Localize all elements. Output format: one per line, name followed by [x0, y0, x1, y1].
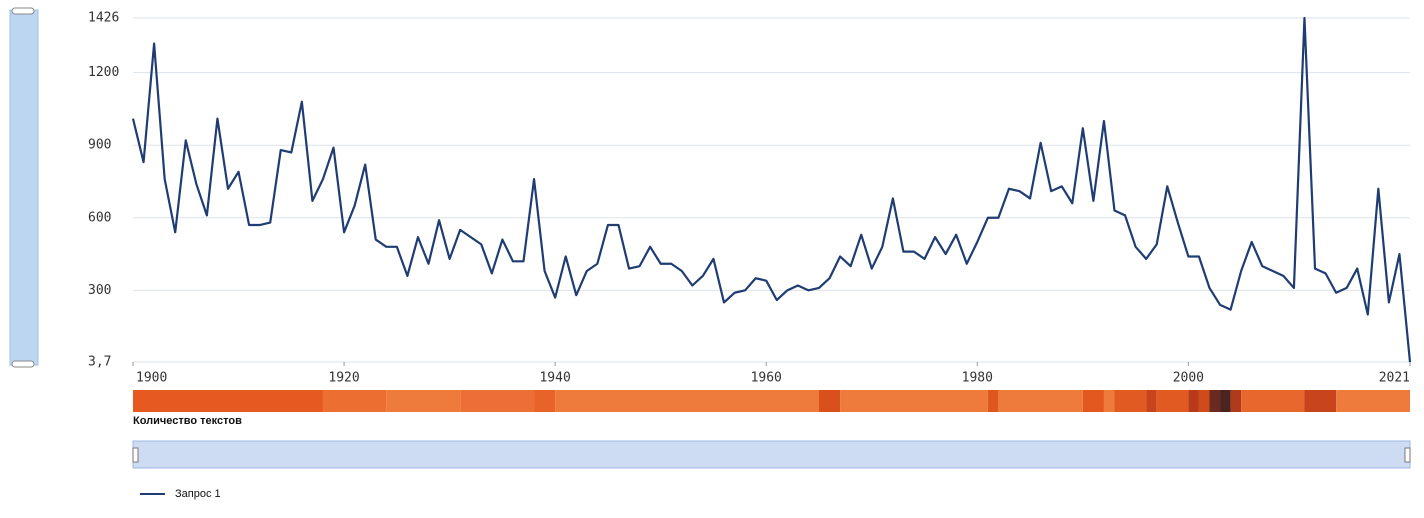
y-tick-label: 300: [88, 283, 111, 298]
heatmap-cell: [1241, 390, 1305, 412]
heatmap-cell: [998, 390, 1083, 412]
heatmap-cell: [1220, 390, 1231, 412]
heatmap-cell: [1103, 390, 1115, 412]
heatmap-cell: [133, 390, 323, 412]
scroll-handle[interactable]: [11, 7, 35, 15]
heatmap-cell: [840, 390, 988, 412]
navigator-handle[interactable]: [1404, 447, 1411, 463]
heatmap-cell: [534, 390, 556, 412]
heatmap-cell: [1156, 390, 1189, 412]
heatmap-cell: [1082, 390, 1104, 412]
heatmap-cell: [1188, 390, 1199, 412]
scroll-handle[interactable]: [11, 360, 35, 368]
x-tick-label: 2021: [1379, 371, 1410, 386]
x-tick-label: 2000: [1173, 371, 1204, 386]
x-tick-label: 1920: [328, 371, 359, 386]
heatmap-cell: [1336, 390, 1410, 412]
heatmap-cell: [987, 390, 999, 412]
plot: 3,7 300 600 900 1200 1426 1900 1920 1940 1960 1980…: [88, 11, 1412, 467]
y-tick-label: 600: [88, 210, 111, 225]
y-tick-label: 900: [88, 138, 111, 153]
heatmap-cell: [1114, 390, 1147, 412]
legend-label[interactable]: Запрос 1: [175, 488, 221, 500]
heatmap-cell: [1230, 390, 1242, 412]
x-tick-label: 1960: [751, 371, 782, 386]
navigator[interactable]: [132, 440, 1411, 469]
heatmap-cell: [818, 390, 841, 412]
heatmap-cell: [1198, 390, 1210, 412]
x-tick-label: 1980: [962, 371, 993, 386]
y-tick-label: 1200: [88, 65, 119, 80]
heatmap-cell: [1209, 390, 1221, 412]
heatmap-cell: [1146, 390, 1157, 412]
navigator-handle[interactable]: [132, 447, 139, 463]
x-tick-label: 1900: [136, 371, 167, 386]
series-line: [131, 16, 1412, 363]
heatmap-cell: [386, 390, 461, 412]
x-tick-label: 1940: [539, 371, 570, 386]
heatmap-cell: [460, 390, 535, 412]
heatmap-cell: [1304, 390, 1337, 412]
vertical-scrollbar[interactable]: [9, 9, 39, 366]
y-tick-label: 1426: [88, 11, 119, 26]
heatmap-cell: [322, 390, 387, 412]
heatmap-label: Количество текстов: [133, 415, 242, 427]
heatmap-cell: [555, 390, 819, 412]
y-tick-label: 3,7: [88, 355, 111, 370]
